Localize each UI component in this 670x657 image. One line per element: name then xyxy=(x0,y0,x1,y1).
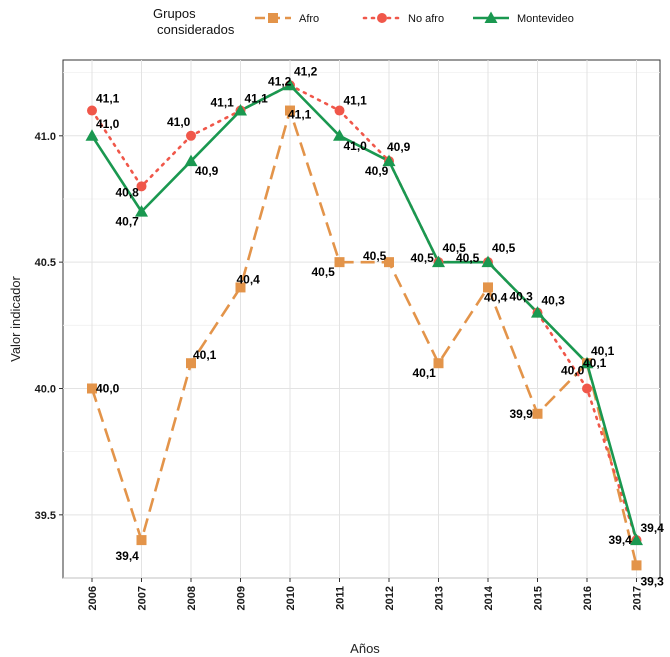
point-montevideo-2008 xyxy=(184,154,198,167)
data-label-no-afro-2009: 41,1 xyxy=(211,96,235,110)
data-labels-group: 40,039,440,140,441,140,540,540,140,439,9… xyxy=(96,64,664,588)
data-label-no-afro-2015: 40,3 xyxy=(510,290,534,304)
series-line-afro xyxy=(90,109,638,566)
data-label-afro-2012: 40,5 xyxy=(363,249,387,263)
data-label-montevideo-2017: 39,4 xyxy=(641,521,665,535)
data-label-montevideo-2011: 41,0 xyxy=(344,139,368,153)
legend-label-afro: Afro xyxy=(299,13,319,25)
legend-title-line1: Grupos xyxy=(153,6,196,21)
point-montevideo-2011 xyxy=(333,129,346,141)
data-label-no-afro-2008: 41,0 xyxy=(167,115,191,129)
x-tick-label: 2016 xyxy=(582,586,594,610)
data-label-no-afro-2013: 40,5 xyxy=(411,251,435,265)
data-label-afro-2010: 41,1 xyxy=(288,108,312,122)
legend: Grupos considerados Afro No afro Montevi… xyxy=(153,6,574,37)
data-label-montevideo-2010: 41,2 xyxy=(294,64,318,78)
data-label-montevideo-2012: 40,9 xyxy=(387,140,411,154)
legend-label-montevideo: Montevideo xyxy=(517,13,574,25)
data-label-afro-2011: 40,5 xyxy=(312,265,336,279)
data-label-montevideo-2006: 41,0 xyxy=(96,117,120,131)
data-label-afro-2013: 40,1 xyxy=(413,366,437,380)
point-afro-2014 xyxy=(483,282,493,293)
data-label-no-afro-2007: 40,8 xyxy=(116,185,140,199)
point-afro-2007 xyxy=(136,535,147,546)
point-afro-2009 xyxy=(235,282,246,293)
point-afro-2010 xyxy=(285,105,295,116)
data-label-no-afro-2010: 41,2 xyxy=(268,74,292,88)
y-axis-title: Valor indicador xyxy=(8,275,23,361)
x-tick-label: 2013 xyxy=(434,586,446,610)
point-montevideo-2006 xyxy=(85,129,99,141)
data-label-afro-2016: 40,1 xyxy=(583,356,607,370)
x-tick-label: 2015 xyxy=(533,586,545,610)
x-tick-label: 2012 xyxy=(384,586,396,610)
data-label-no-afro-2012: 40,9 xyxy=(365,164,389,178)
legend-title-line2: considerados xyxy=(157,22,235,37)
point-no-afro-2008 xyxy=(186,130,196,141)
data-label-montevideo-2016: 40,1 xyxy=(591,344,615,358)
data-label-no-afro-2011: 41,1 xyxy=(344,94,368,108)
data-label-no-afro-2016: 40,0 xyxy=(561,363,585,377)
data-label-afro-2015: 39,9 xyxy=(510,407,534,421)
point-no-afro-2011 xyxy=(334,105,345,116)
point-afro-2006 xyxy=(87,383,97,394)
point-afro-2011 xyxy=(334,257,345,268)
point-montevideo-2009 xyxy=(234,104,247,116)
point-no-afro-2006 xyxy=(87,105,97,116)
x-tick-label: 2010 xyxy=(285,586,297,610)
y-tick-label: 40.5 xyxy=(35,257,56,269)
data-label-afro-2006: 40,0 xyxy=(96,381,120,395)
data-label-afro-2014: 40,4 xyxy=(484,290,508,304)
data-label-afro-2008: 40,1 xyxy=(193,348,217,362)
point-montevideo-2007 xyxy=(135,205,148,217)
point-montevideo-2014 xyxy=(481,255,495,268)
data-label-afro-2009: 40,4 xyxy=(237,272,261,286)
legend-key-marker xyxy=(484,11,498,23)
x-axis-title: Años xyxy=(350,641,380,656)
data-label-montevideo-2008: 40,9 xyxy=(195,164,219,178)
x-tick-label: 2014 xyxy=(483,585,495,610)
data-label-no-afro-2017: 39,4 xyxy=(609,533,633,547)
point-montevideo-2010 xyxy=(283,78,297,91)
series-group xyxy=(85,78,643,571)
axes-group: 39.5 40.0 40.5 41.0 2006 2007 2008 2009 2010 2011… xyxy=(35,131,644,611)
data-label-montevideo-2007: 40,7 xyxy=(116,215,140,229)
y-tick-label: 39.5 xyxy=(35,510,56,522)
point-montevideo-2012 xyxy=(382,154,396,167)
point-montevideo-2016 xyxy=(580,356,594,369)
data-label-montevideo-2015: 40,3 xyxy=(542,294,566,308)
point-afro-2013 xyxy=(433,358,444,369)
x-tick-label: 2011 xyxy=(335,586,347,610)
y-tick-label: 41.0 xyxy=(35,131,56,143)
x-tick-label: 2009 xyxy=(236,586,248,610)
point-no-afro-2016 xyxy=(582,383,592,394)
legend-key-marker xyxy=(377,13,387,23)
data-label-montevideo-2014: 40,5 xyxy=(492,241,516,255)
data-label-afro-2007: 39,4 xyxy=(116,549,140,563)
point-afro-2008 xyxy=(186,358,196,369)
data-label-no-afro-2014: 40,5 xyxy=(456,251,480,265)
point-no-afro-2007 xyxy=(136,181,147,192)
point-afro-2017 xyxy=(631,560,642,571)
x-tick-label: 2008 xyxy=(186,586,198,610)
legend-label-no-afro: No afro xyxy=(408,13,444,25)
data-label-afro-2017: 39,3 xyxy=(641,574,665,588)
data-label-montevideo-2013: 40,5 xyxy=(443,241,467,255)
point-afro-2015 xyxy=(532,408,543,419)
point-montevideo-2015 xyxy=(531,306,544,318)
legend-keys xyxy=(255,11,509,23)
point-montevideo-2017 xyxy=(630,533,643,546)
data-label-no-afro-2006: 41,1 xyxy=(96,92,120,106)
point-montevideo-2013 xyxy=(432,255,445,268)
y-tick-label: 40.0 xyxy=(35,383,56,395)
legend-key-marker xyxy=(268,13,278,23)
x-tick-label: 2006 xyxy=(87,586,99,610)
series-line-montevideo xyxy=(90,83,638,541)
x-tick-label: 2017 xyxy=(632,586,644,610)
x-tick-label: 2007 xyxy=(137,586,149,610)
point-afro-2012 xyxy=(384,257,394,268)
data-label-montevideo-2009: 41,1 xyxy=(245,92,269,106)
